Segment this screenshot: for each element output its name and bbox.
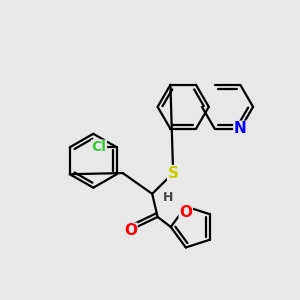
Text: O: O (179, 205, 192, 220)
Text: H: H (163, 191, 173, 204)
Text: S: S (168, 166, 178, 181)
Text: O: O (124, 223, 137, 238)
Text: N: N (234, 121, 247, 136)
Text: Cl: Cl (92, 140, 106, 154)
